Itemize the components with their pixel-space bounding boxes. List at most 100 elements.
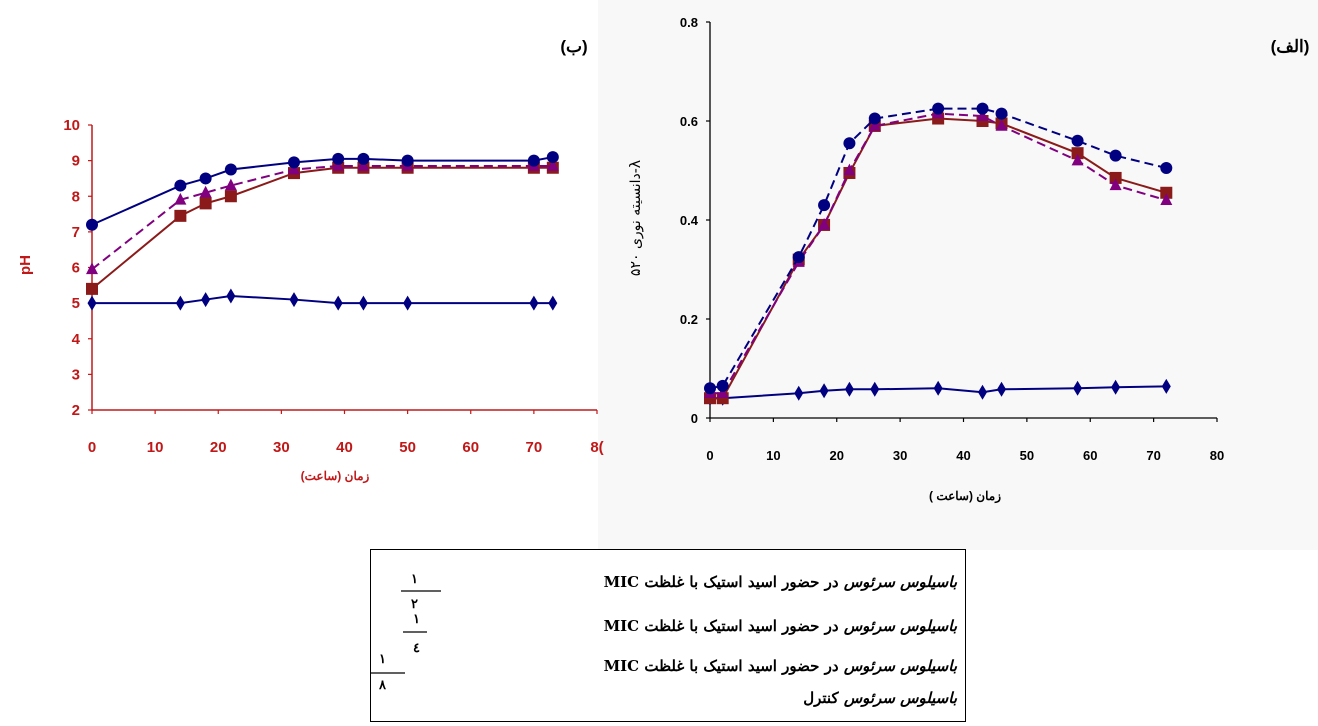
alef-point-s2 (1109, 171, 1122, 184)
alef-point-s1 (1161, 378, 1171, 394)
be-point-s3 (546, 159, 559, 171)
be-xtick-label: 0 (88, 439, 96, 456)
alef-series-s4 (704, 102, 1173, 395)
be-series-s4 (86, 151, 559, 231)
alef-point-s1 (1111, 379, 1121, 395)
alef-xtick-label: 80 (1210, 448, 1224, 463)
alef-point-s1 (794, 385, 804, 401)
alef-point-s1 (819, 383, 829, 399)
be-point-s3 (288, 162, 300, 175)
alef-point-s2 (1160, 186, 1173, 199)
legend-item-s2: باسیلوس سرئوس در حضور اسید استیک با غلظت… (604, 612, 957, 640)
be-ytick-label: 2 (72, 402, 80, 419)
legend-item-s3: باسیلوس سرئوس در حضور اسید استیک با غلظت… (604, 652, 957, 680)
be-point-s3 (199, 185, 212, 198)
be-point-s2 (174, 209, 187, 222)
be-ytick-label: 8 (72, 188, 80, 205)
be-series-line-s1 (92, 294, 553, 305)
legend-label-s3: باسیلوس سرئوس در حضور اسید استیک با غلظت… (603, 657, 957, 675)
alef-point-s3 (818, 218, 831, 230)
be-point-s1 (548, 295, 558, 311)
be-point-s4 (546, 151, 559, 164)
be-series-s2 (86, 161, 559, 295)
alef-point-s2 (1071, 147, 1084, 160)
ph-x-axis-label: زمان (ساعت) (301, 469, 370, 484)
alef-point-s4 (995, 107, 1008, 120)
alef-series-line-s1 (710, 385, 1167, 400)
alef-point-s4 (792, 251, 805, 264)
be-point-s1 (175, 295, 185, 311)
legend-label-s4: باسیلوس سرئوس کنترل (803, 689, 957, 707)
alef-point-s1 (978, 384, 988, 400)
alef-point-s4 (1071, 134, 1084, 147)
alef-point-s4 (818, 199, 831, 212)
alef-point-s3 (976, 109, 989, 121)
be-xtick-label: 20 (210, 439, 227, 456)
alef-point-s4 (868, 112, 881, 125)
be-point-s4 (527, 154, 540, 167)
ph-y-axis-label: pH (17, 255, 34, 275)
be-xtick-label: 40 (336, 439, 353, 456)
alef-xtick-label: 0 (706, 448, 713, 463)
be-ytick-label: 6 (72, 260, 80, 277)
be-point-s1 (201, 292, 211, 308)
ph-panel-label: (ب) (560, 37, 587, 56)
be-point-s2 (86, 282, 98, 295)
be-ytick-label: 4 (72, 331, 81, 348)
be-xtick-label: 60 (462, 439, 479, 456)
be-xtick-label: 30 (273, 439, 290, 456)
be-point-s4 (86, 218, 98, 231)
be-point-s1 (333, 295, 343, 311)
legend: باسیلوس سرئوس در حضور اسید استیک با غلظت… (370, 549, 966, 722)
legend-frac-num-s2: ۱ (413, 612, 420, 627)
be-point-s3 (357, 159, 370, 171)
be-point-s1 (529, 295, 539, 311)
be-point-s1 (226, 288, 236, 304)
alef-xtick-label: 70 (1146, 448, 1160, 463)
legend-item-s4: باسیلوس سرئوس کنترل (803, 684, 957, 712)
be-point-s4 (174, 179, 187, 192)
legend-label-s1: باسیلوس سرئوس در حضور اسید استیک با غلظت… (603, 573, 957, 591)
be-series-s1 (87, 288, 558, 311)
alef-point-s1 (870, 381, 880, 397)
be-ytick-label: 5 (72, 295, 80, 312)
be-point-s4 (332, 152, 345, 165)
be-xtick-label: 70 (526, 439, 543, 456)
alef-point-s4 (716, 379, 729, 392)
be-point-s4 (288, 156, 300, 169)
be-ytick-label: 3 (72, 366, 80, 383)
alef-point-s1 (1073, 380, 1083, 396)
be-xtick-label: 8( (590, 439, 603, 456)
alef-ytick-label: 0.8 (680, 15, 698, 30)
legend-fraction-bars (371, 590, 441, 674)
alef-xtick-label: 50 (1020, 448, 1034, 463)
be-point-s4 (357, 152, 370, 165)
be-point-s4 (224, 163, 237, 176)
panel-alef-background (598, 0, 1318, 550)
be-ytick-label: 9 (72, 153, 80, 170)
alef-xtick-label: 10 (766, 448, 780, 463)
legend-frac-den-s3: ۸ (379, 678, 386, 693)
alef-xtick-label: 30 (893, 448, 907, 463)
be-point-s3 (174, 192, 187, 205)
be-point-s4 (199, 172, 212, 185)
be-series-s3 (86, 159, 559, 275)
optical-density-chart: 0 0.2 0.4 0.6 0.8 0 10 20 30 40 50 60 70 80 دانسیته … (628, 15, 1309, 504)
alef-point-s3 (1160, 193, 1173, 205)
alef-point-s4 (1109, 149, 1122, 162)
od-y-axis-label: دانسیته نوری ۵۲۰-λ (628, 160, 644, 276)
alef-series-line-s4 (709, 107, 1167, 390)
legend-frac-den-s1: ۲ (411, 597, 418, 612)
be-point-s1 (403, 295, 413, 311)
alef-point-s4 (843, 137, 856, 150)
legend-label-s2: باسیلوس سرئوس در حضور اسید استیک با غلظت… (603, 617, 957, 635)
alef-point-s1 (844, 381, 854, 397)
be-ytick-label: 10 (63, 117, 80, 134)
be-xtick-label: 10 (147, 439, 164, 456)
be-point-s4 (401, 154, 414, 167)
alef-point-s4 (704, 382, 716, 395)
alef-xtick-label: 60 (1083, 448, 1097, 463)
be-series-line-s4 (91, 156, 553, 226)
be-ytick-label: 7 (72, 224, 80, 241)
